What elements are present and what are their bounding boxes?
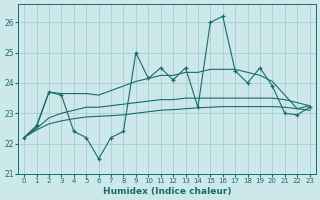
X-axis label: Humidex (Indice chaleur): Humidex (Indice chaleur) [103, 187, 231, 196]
